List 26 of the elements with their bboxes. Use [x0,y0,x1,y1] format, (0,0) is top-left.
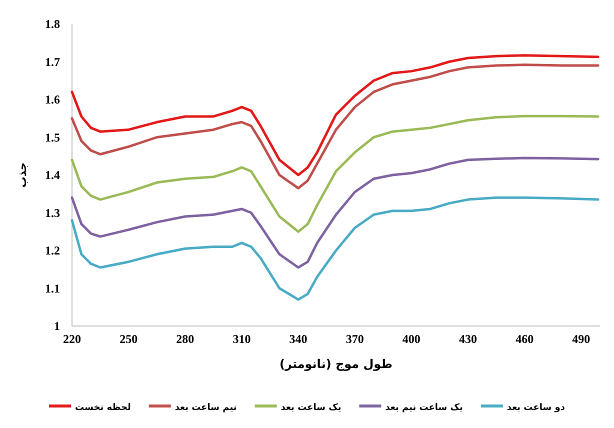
x-tick-label: 490 [572,332,590,346]
x-tick-label: 220 [63,332,81,346]
legend-label: لحظه نخست [75,403,131,413]
y-tick-label: 1.5 [45,130,60,144]
x-tick-label: 280 [176,332,194,346]
y-tick-label: 1 [54,319,60,333]
x-tick-label: 430 [459,332,477,346]
legend-label: نیم ساعت بعد [174,403,237,413]
y-tick-label: 1.8 [45,17,60,31]
y-axis-title: جذب [16,162,29,188]
x-axis-title: طول موج (نانومتر) [280,357,392,371]
y-tick-label: 1.2 [45,244,60,258]
legend-label: یک ساعت نیم بعد [385,403,463,413]
x-tick-label: 400 [402,332,420,346]
x-tick-label: 460 [516,332,534,346]
y-tick-label: 1.7 [45,54,60,69]
legend-label: دو ساعت بعد [506,403,566,413]
x-tick-label: 370 [346,332,364,346]
x-tick-label: 310 [232,332,251,346]
y-tick-label: 1.3 [45,206,60,220]
x-tick-label: 340 [289,332,308,346]
y-tick-label: 1.6 [45,92,60,106]
legend-label: یک ساعت بعد [280,403,342,413]
y-tick-label: 1.1 [45,281,60,296]
y-tick-label: 1.4 [45,168,60,182]
x-tick-label: 250 [120,332,138,346]
